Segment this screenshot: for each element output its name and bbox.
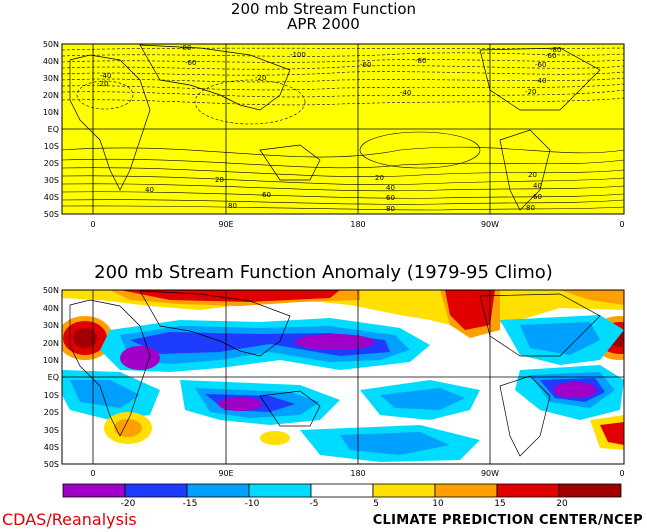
map1-lon-label: 90W <box>481 220 499 229</box>
map2-lat-label: 50S <box>44 460 59 469</box>
map1-clabel: 40 <box>533 182 542 190</box>
colorbar-labels: -20 -15 -10 -5 5 10 15 20 <box>121 499 568 509</box>
map2-lon-label: 0 <box>619 469 624 478</box>
colorbar <box>62 483 622 498</box>
map1-panel: -80 -100 -60 -80 -40 -60 -20 -40 -20 -60… <box>43 40 625 229</box>
map1-clabel: 60 <box>386 194 395 202</box>
map1-clabel: 80 <box>228 202 237 210</box>
colorbar-label: -15 <box>183 499 198 509</box>
colorbar-swatch <box>372 483 436 498</box>
map1-lat-label: 40N <box>43 57 59 66</box>
map2-lon-label: 0 <box>90 469 95 478</box>
map1-lon-axis: 0 90E 180 90W 0 <box>90 220 624 229</box>
colorbar-label: -10 <box>245 499 260 509</box>
map1-lat-label: 50N <box>43 40 59 49</box>
colorbar-label: 10 <box>432 499 444 509</box>
map1-lat-label: 20N <box>43 91 59 100</box>
map1-lat-axis: 50N 40N 30N 20N 10N EQ 10S 20S 30S 40S 5… <box>43 40 59 219</box>
map2-lon-label: 90E <box>218 469 233 478</box>
map1-clabel: 20 <box>215 176 224 184</box>
map2-grid <box>62 290 624 464</box>
colorbar-swatch <box>248 483 312 498</box>
map1-clabel: 20 <box>528 171 537 179</box>
map1-lat-label: 40S <box>44 193 59 202</box>
map1-subtitle: APR 2000 <box>287 15 360 33</box>
map1-clabel: 80 <box>526 204 535 212</box>
map2-lat-axis: 50N 40N 30N 20N 10N EQ 10S 20S 30S 40S 5… <box>43 286 59 469</box>
colorbar-swatch <box>434 483 498 498</box>
map2-lat-label: 20N <box>43 339 59 348</box>
data-source-credit: CDAS/Reanalysis <box>2 510 137 529</box>
colorbar-swatch <box>558 483 622 498</box>
map2-lat-label: 30S <box>44 426 59 435</box>
map1-lon-label: 0 <box>619 220 624 229</box>
map1-clabel: -80 <box>415 57 426 65</box>
map1-clabel: -20 <box>525 88 536 96</box>
colorbar-swatch <box>496 483 560 498</box>
map1-lat-label: 10N <box>43 108 59 117</box>
map1-clabel: -80 <box>180 44 191 52</box>
map1-contour-labels: -80 -100 -60 -80 -40 -60 -20 -40 -20 -60… <box>97 44 561 213</box>
map1-clabel: -100 <box>290 51 306 59</box>
map2-panel: 50N 40N 30N 20N 10N EQ 10S 20S 30S 40S 5… <box>43 286 625 478</box>
colorbar-swatch <box>310 483 374 498</box>
colorbar-label: -5 <box>310 499 319 509</box>
map2-lat-label: 20S <box>44 408 59 417</box>
colorbar-label: 5 <box>373 499 379 509</box>
map2-lat-label: 50N <box>43 286 59 295</box>
map2-lat-label: 10S <box>44 391 59 400</box>
map1-clabel: -60 <box>360 61 371 69</box>
map1-clabel: -40 <box>400 89 411 97</box>
colorbar-swatch <box>62 483 126 498</box>
map1-lat-label: EQ <box>48 125 59 134</box>
map2-lat-label: EQ <box>48 373 59 382</box>
map1-lat-label: 10S <box>44 142 59 151</box>
map1-clabel: -60 <box>545 52 556 60</box>
map2-lon-label: 90W <box>481 469 499 478</box>
map1-clabel: 60 <box>533 193 542 201</box>
map1-lat-label: 30N <box>43 74 59 83</box>
map2-lon-label: 180 <box>350 469 365 478</box>
center-credit: CLIMATE PREDICTION CENTER/NCEP <box>372 513 643 528</box>
map1-clabel: -80 <box>550 46 561 54</box>
map2-lat-label: 40N <box>43 304 59 313</box>
map1-clabel: 40 <box>386 184 395 192</box>
map2-frame <box>61 289 625 465</box>
map1-clabel: 80 <box>386 205 395 213</box>
map1-lat-label: 30S <box>44 176 59 185</box>
map1-clabel: 40 <box>145 186 154 194</box>
colorbar-label: 20 <box>556 499 568 509</box>
map1-lat-label: 20S <box>44 159 59 168</box>
map2-coastlines <box>69 290 601 457</box>
map1-lon-label: 180 <box>350 220 365 229</box>
map2-lon-axis: 0 90E 180 90W 0 <box>90 469 624 478</box>
map1-clabel: -60 <box>185 59 196 67</box>
map1-lon-label: 90E <box>218 220 233 229</box>
map2-lat-label: 30N <box>43 321 59 330</box>
colorbar-label: -20 <box>121 499 136 509</box>
map2-lat-label: 40S <box>44 443 59 452</box>
map2-title: 200 mb Stream Function Anomaly (1979-95 … <box>94 262 553 283</box>
map1-clabel: 60 <box>262 191 271 199</box>
map1-lat-label: 50S <box>44 210 59 219</box>
map1-clabel: 20 <box>375 174 384 182</box>
map1-lon-label: 0 <box>90 220 95 229</box>
map1-clabel: -20 <box>255 74 266 82</box>
map1-title: 200 mb Stream Function <box>230 0 417 18</box>
map1-clabel: -20 <box>97 80 108 88</box>
map2-lat-label: 10N <box>43 356 59 365</box>
map1-coastlines <box>69 44 601 211</box>
colorbar-swatch <box>124 483 188 498</box>
colorbar-label: 15 <box>494 499 505 509</box>
map2-anomaly-fill <box>62 290 624 462</box>
map1-grid <box>62 44 624 214</box>
map1-clabel: -40 <box>100 72 111 80</box>
colorbar-swatch <box>186 483 250 498</box>
map1-clabel: -40 <box>535 77 546 85</box>
map1-clabel: -60 <box>535 61 546 69</box>
